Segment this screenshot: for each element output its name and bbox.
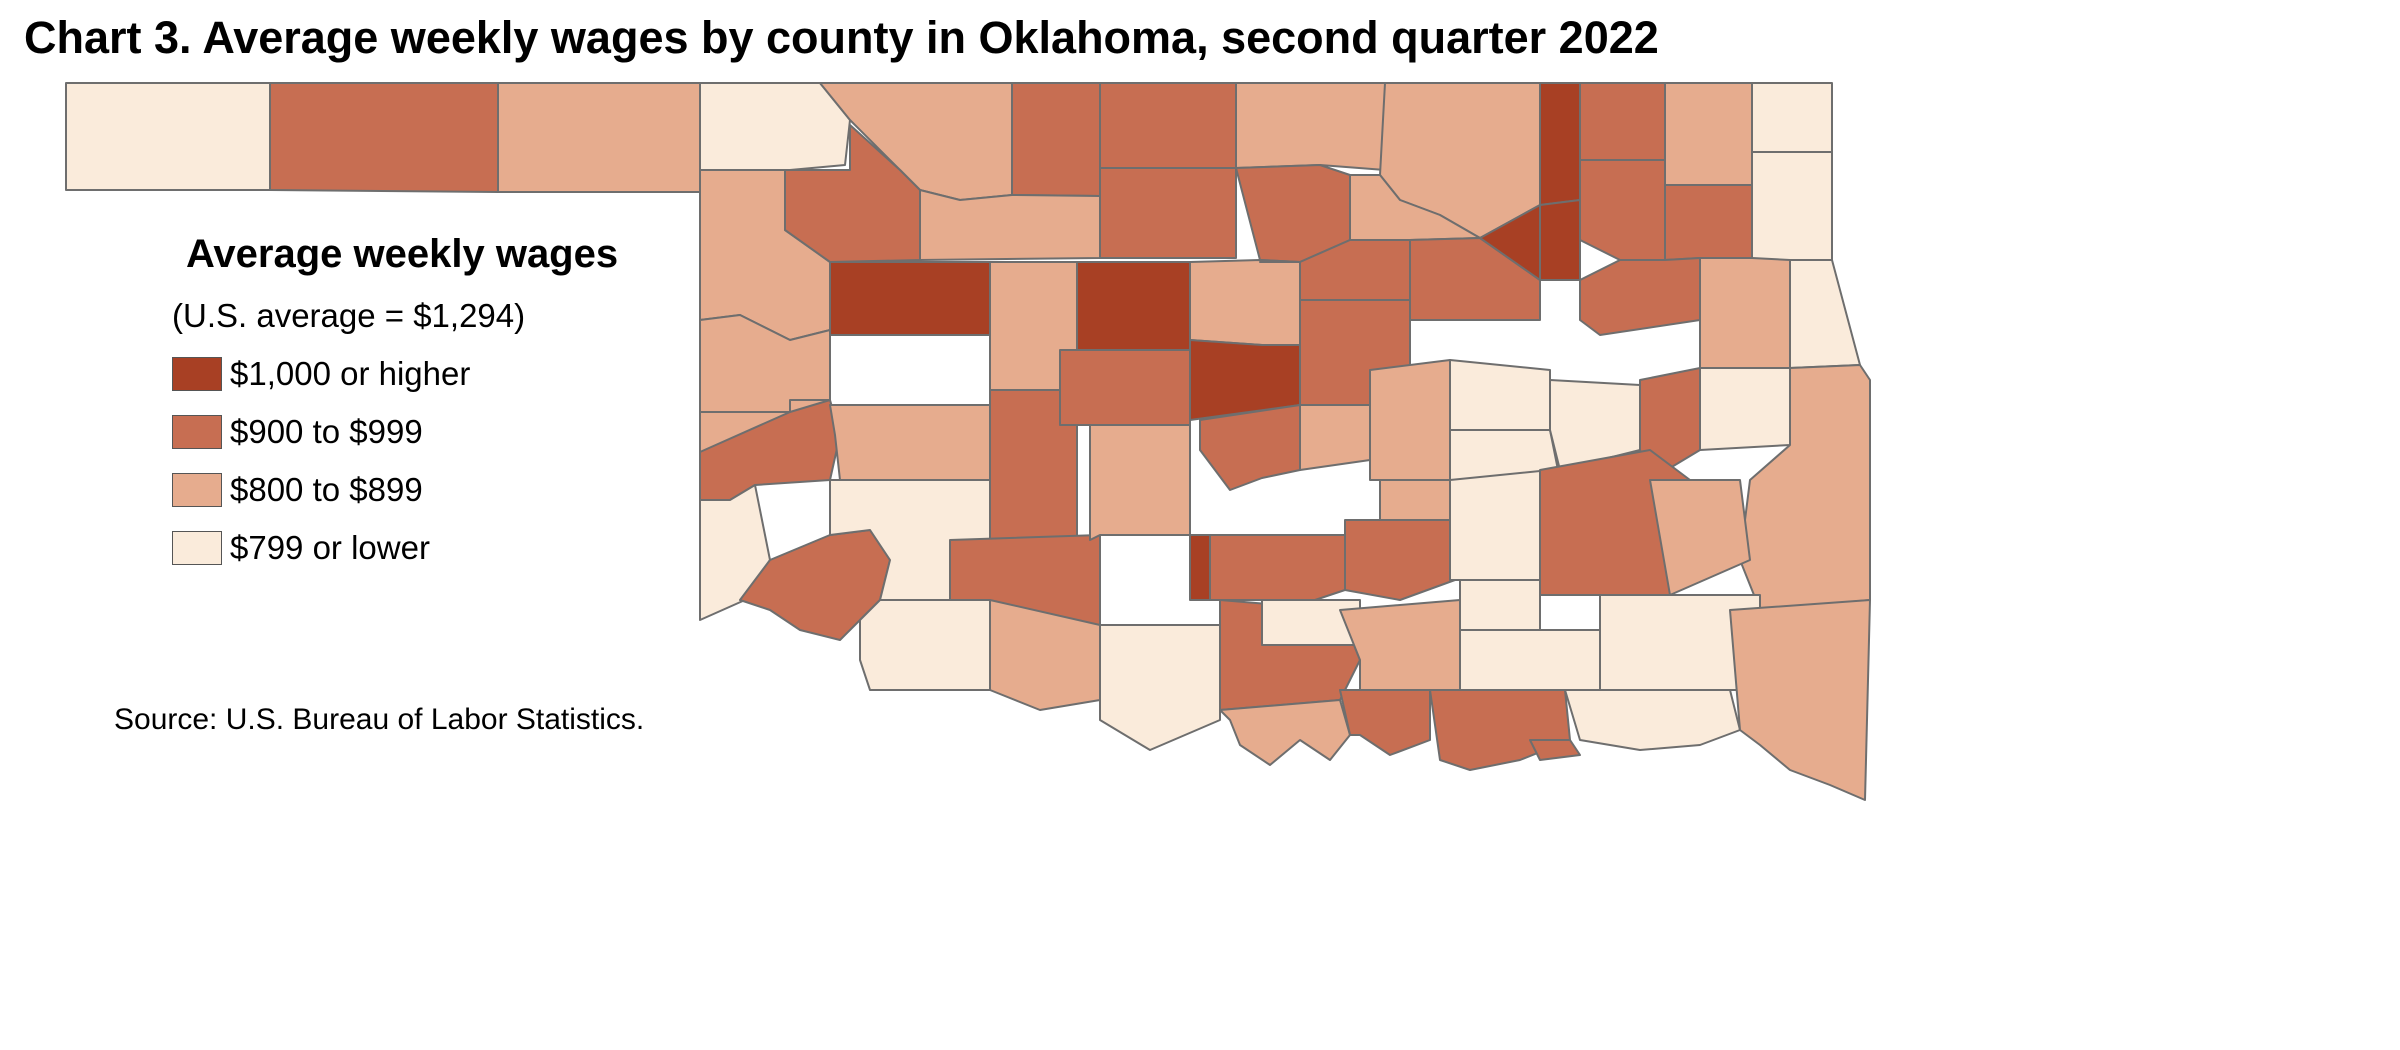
- county-region: [1479, 204, 1541, 281]
- county-region: [1699, 257, 1791, 369]
- county-region: [1579, 159, 1666, 261]
- county-region: [1099, 167, 1237, 259]
- county-region: [1459, 629, 1601, 691]
- county-region: [1339, 599, 1461, 691]
- legend-label: $900 to $999: [230, 413, 423, 450]
- county-region: [829, 404, 991, 481]
- county-region: [1579, 257, 1701, 336]
- legend-label: $799 or lower: [230, 529, 430, 566]
- county-region: [1235, 82, 1386, 171]
- county-region: [1099, 624, 1221, 751]
- county-region: [65, 82, 271, 191]
- page-title: Chart 3. Average weekly wages by county …: [24, 12, 1659, 63]
- county-region: [829, 261, 991, 336]
- county-region: [1649, 479, 1751, 596]
- map-legend: Average weekly wages (U.S. average = $1,…: [172, 232, 618, 577]
- county-region: [1449, 359, 1551, 431]
- county-region: [1299, 404, 1371, 471]
- county-region: [1539, 199, 1581, 281]
- legend-label: $1,000 or higher: [230, 355, 471, 392]
- county-region: [859, 599, 991, 691]
- county-region: [1751, 151, 1833, 261]
- county-region: [1539, 82, 1581, 206]
- legend-item: $900 to $999: [172, 403, 618, 461]
- county-region: [1059, 349, 1191, 426]
- county-region: [1529, 739, 1581, 761]
- county-region: [699, 82, 851, 171]
- county-region: [1449, 469, 1551, 581]
- county-region: [1369, 359, 1451, 481]
- legend-subtitle: (U.S. average = $1,294): [172, 297, 526, 334]
- county-region: [1564, 689, 1741, 751]
- legend-list: $1,000 or higher $900 to $999 $800 to $8…: [172, 345, 618, 577]
- county-region: [1339, 689, 1431, 756]
- county-region: [1579, 82, 1666, 161]
- county-region: [1459, 579, 1541, 631]
- county-region: [497, 82, 701, 193]
- county-region: [1699, 367, 1791, 451]
- county-region: [1189, 339, 1301, 421]
- county-region: [1209, 534, 1346, 606]
- county-region: [1751, 82, 1833, 153]
- county-region: [1199, 404, 1301, 491]
- county-region: [1189, 259, 1301, 346]
- legend-label: $800 to $899: [230, 471, 423, 508]
- county-region: [1789, 259, 1861, 369]
- legend-swatch: [172, 531, 222, 565]
- county-region: [1639, 367, 1701, 481]
- county-region: [1664, 82, 1753, 186]
- legend-swatch: [172, 357, 222, 391]
- county-region: [1379, 479, 1451, 521]
- legend-swatch: [172, 415, 222, 449]
- county-region: [1664, 184, 1753, 261]
- county-region: [269, 82, 499, 193]
- source-note: Source: U.S. Bureau of Labor Statistics.: [114, 703, 645, 736]
- legend-item: $1,000 or higher: [172, 345, 618, 403]
- county-region: [1089, 424, 1191, 541]
- county-region: [1219, 699, 1351, 766]
- county-region: [919, 189, 1101, 261]
- legend-item: $800 to $899: [172, 461, 618, 519]
- legend-item: $799 or lower: [172, 519, 618, 577]
- county-region: [1076, 261, 1191, 351]
- county-region: [1099, 82, 1237, 169]
- county-region: [989, 599, 1101, 711]
- county-region: [1011, 82, 1101, 197]
- legend-swatch: [172, 473, 222, 507]
- legend-title: Average weekly wages: [186, 232, 619, 276]
- county-region: [1729, 599, 1871, 801]
- county-region: [1344, 519, 1456, 601]
